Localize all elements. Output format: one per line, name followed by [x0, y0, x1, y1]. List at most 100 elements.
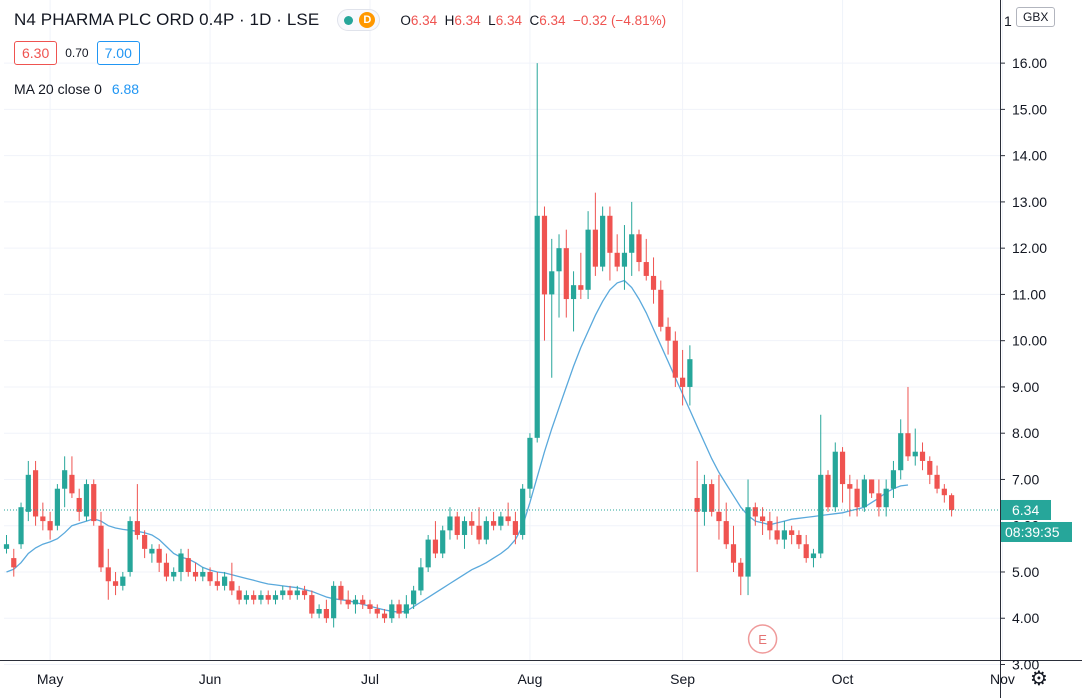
candle [403, 595, 409, 619]
sell-button[interactable]: 6.30 [14, 41, 58, 65]
candle [425, 534, 431, 572]
delayed-data-badge: D [359, 12, 376, 28]
candle-body [745, 507, 751, 577]
candle-body [716, 511, 722, 522]
candle-body [432, 539, 439, 554]
candle-body [40, 516, 46, 522]
candle-body [47, 521, 53, 531]
candle-body [512, 521, 518, 535]
candle [251, 590, 257, 605]
candle-body [11, 558, 17, 568]
candle-body [759, 516, 766, 522]
candle [134, 484, 140, 540]
candle-body [258, 595, 264, 600]
candle-body [120, 576, 126, 586]
candle-body [578, 285, 584, 290]
candle [709, 479, 715, 517]
last-price-label: 6.34 [1012, 502, 1039, 518]
candle [919, 442, 926, 471]
buy-button[interactable]: 7.00 [96, 41, 140, 65]
candle-body [505, 516, 511, 522]
symbol-title[interactable]: N4 PHARMA PLC ORD 0.4P · 1D · LSE [14, 10, 320, 29]
candle [352, 595, 359, 614]
candle-body [447, 516, 453, 531]
candle-body [200, 571, 206, 577]
candle-body [287, 590, 293, 596]
candle [178, 548, 184, 582]
candle-body [825, 474, 831, 508]
quote-row: 6.30 0.70 7.00 [14, 41, 140, 65]
candle-body [621, 252, 628, 267]
candle-body [418, 567, 424, 591]
candle-body [912, 451, 918, 457]
candle [83, 479, 90, 522]
candle [447, 507, 453, 540]
candle [112, 571, 119, 596]
candle [898, 419, 904, 480]
candle-body [178, 553, 184, 572]
candle [745, 479, 751, 596]
candle [512, 511, 518, 545]
candle-body [854, 488, 860, 508]
candle [69, 456, 75, 498]
candle-body [643, 262, 649, 276]
indicator-legend[interactable]: MA 20 close 0 6.88 [14, 81, 139, 97]
time-axis-labels[interactable]: May Jun Jul Aug Sep Oct Nov [37, 671, 1015, 687]
candle [905, 386, 911, 461]
price-tags: 6.34 08:39:35 [1001, 499, 1072, 542]
candle-body [941, 488, 947, 496]
candle [62, 456, 68, 508]
candle-body [563, 248, 569, 300]
candle-body [222, 576, 228, 586]
candle [91, 479, 97, 526]
candle-body [127, 521, 133, 572]
earnings-marker[interactable]: E [747, 624, 778, 654]
candle-body [607, 215, 613, 253]
indicator-value: 6.88 [111, 81, 140, 97]
candle-body [498, 516, 504, 526]
candle [781, 521, 787, 549]
candle [3, 534, 10, 554]
y-tick-label: 14.00 [1012, 148, 1047, 164]
candle [650, 257, 657, 304]
candle-body [520, 488, 526, 535]
candle [265, 590, 271, 605]
candle-body [709, 484, 715, 512]
candle [665, 317, 671, 355]
settings-gear-icon[interactable]: ⚙ [1030, 668, 1048, 690]
currency-button[interactable]: GBX [1016, 7, 1056, 27]
candle [549, 238, 555, 378]
candle [854, 479, 860, 517]
candle-body [76, 497, 82, 512]
candle-body [592, 229, 598, 267]
candle-body [83, 484, 90, 517]
candle-body [236, 590, 242, 600]
candle [847, 474, 853, 517]
candle-body [752, 507, 758, 517]
candle [621, 225, 628, 290]
y-tick-label: 4.00 [1012, 610, 1039, 626]
market-status-pill[interactable]: D [337, 9, 381, 31]
x-tick-label: Aug [517, 671, 542, 687]
candle [774, 516, 780, 545]
candle-body [796, 534, 802, 545]
candle-body [338, 585, 344, 600]
candle [294, 585, 300, 600]
candle [556, 234, 562, 318]
candle-body [243, 595, 250, 600]
candle [381, 608, 388, 623]
candle [54, 484, 60, 531]
candle-body [18, 507, 24, 545]
candle [142, 530, 148, 559]
candle [127, 516, 133, 577]
candle-body [98, 525, 104, 568]
candle [309, 590, 315, 619]
candle [185, 548, 191, 577]
price-axis-labels[interactable]: 3.004.005.006.007.008.009.0010.0011.0012… [1000, 13, 1047, 672]
candle-body [469, 521, 475, 526]
candle [643, 238, 649, 281]
candle-body [723, 521, 729, 545]
candle-body [54, 488, 60, 526]
candle [120, 571, 126, 591]
